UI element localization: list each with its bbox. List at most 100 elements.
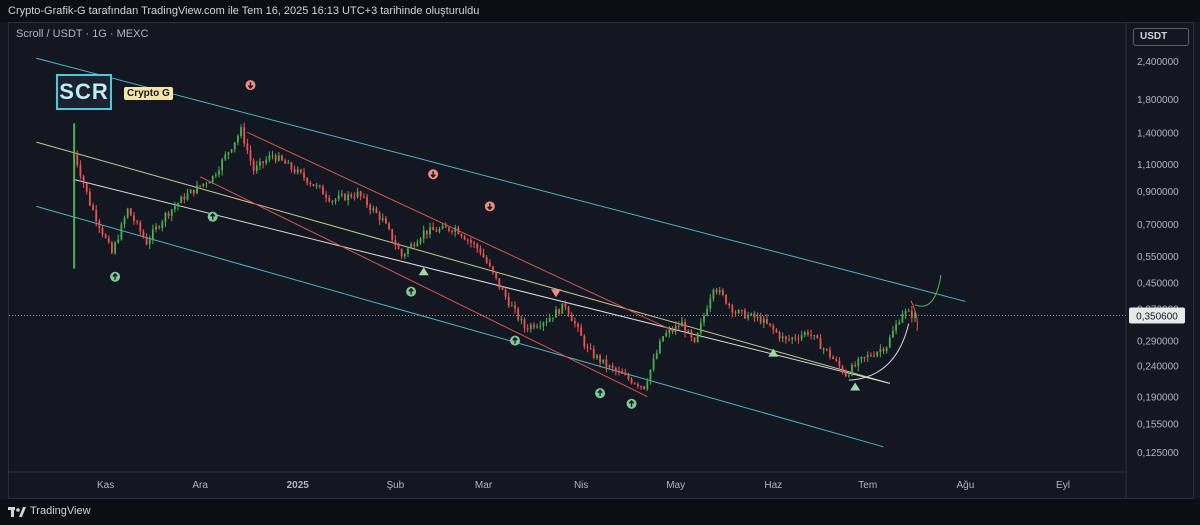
candle-body xyxy=(533,324,535,328)
candle-body xyxy=(114,242,116,254)
candle-body xyxy=(778,332,781,339)
candle-body xyxy=(482,253,485,258)
candle-body xyxy=(488,262,491,267)
candle-body xyxy=(422,230,425,239)
trendline-wedge-upper[interactable] xyxy=(247,131,676,333)
candle-body xyxy=(731,305,734,313)
candle-body xyxy=(271,155,274,157)
candle-body xyxy=(599,355,601,363)
candle-body xyxy=(463,236,466,240)
candle-body xyxy=(665,332,668,337)
candle-body xyxy=(164,213,167,222)
symbol-info: Scroll / USDT · 1G · MEXC xyxy=(16,28,149,40)
candle-body xyxy=(545,321,548,323)
candle-body xyxy=(180,196,183,204)
candle-body xyxy=(879,348,882,353)
sell-signal-icon[interactable] xyxy=(245,80,256,91)
candle-body xyxy=(454,227,457,232)
candle-body xyxy=(901,313,904,323)
tradingview-brand[interactable]: TradingView xyxy=(30,505,91,517)
candle-body xyxy=(397,245,400,250)
candle-body xyxy=(299,169,302,173)
candle-body xyxy=(907,310,910,312)
currency-selector[interactable]: USDT xyxy=(1133,28,1189,46)
candle-body xyxy=(548,317,551,322)
candle-body xyxy=(857,359,860,367)
buy-signal-icon[interactable] xyxy=(207,211,218,222)
candle-body xyxy=(350,194,353,198)
candle-body xyxy=(677,325,680,327)
candle-body xyxy=(328,197,331,202)
candle-body xyxy=(655,352,658,359)
candle-body xyxy=(718,289,721,293)
sell-signal-icon[interactable] xyxy=(428,169,439,180)
candle-body xyxy=(419,238,422,243)
candle-body xyxy=(551,317,554,319)
candle-body xyxy=(208,181,211,184)
candle-body xyxy=(561,303,564,314)
y-tick-label: 0,125000 xyxy=(1137,448,1179,459)
trendline-channel-mid[interactable] xyxy=(36,141,890,384)
trendline-wedge-lower[interactable] xyxy=(199,176,648,398)
candle-body xyxy=(756,316,759,318)
chart-area[interactable] xyxy=(8,22,1194,499)
candle-body xyxy=(155,226,157,230)
candle-body xyxy=(407,248,409,255)
candle-body xyxy=(347,194,350,201)
candle-body xyxy=(255,165,258,172)
candle-body xyxy=(236,136,239,143)
tradingview-logo-icon[interactable] xyxy=(8,505,26,519)
candle-body xyxy=(775,329,778,333)
y-tick-label: 0,450000 xyxy=(1137,279,1179,290)
candle-body xyxy=(495,272,498,279)
trendline-channel-upper[interactable] xyxy=(36,57,966,302)
candle-body xyxy=(898,322,901,325)
candle-body xyxy=(202,183,205,186)
trendline-channel-lower[interactable] xyxy=(36,205,884,448)
trendline-channel-mid-2[interactable] xyxy=(74,179,890,384)
candle-body xyxy=(230,149,233,153)
candle-body xyxy=(829,349,831,357)
candle-body xyxy=(636,383,639,387)
candle-body xyxy=(507,296,510,306)
buy-signal-icon[interactable] xyxy=(510,335,521,346)
candle-body xyxy=(564,303,567,308)
y-tick-label: 0,900000 xyxy=(1137,187,1179,198)
candle-body xyxy=(192,189,195,194)
candle-body xyxy=(542,322,545,326)
buy-signal-icon[interactable] xyxy=(595,388,606,399)
candle-body xyxy=(772,325,775,330)
candle-body xyxy=(633,383,636,385)
candle-body xyxy=(199,185,202,187)
candle-body xyxy=(807,332,809,335)
caption-bar: Crypto-Grafik-G tarafından TradingView.c… xyxy=(0,0,1200,22)
candle-body xyxy=(259,161,261,166)
buy-signal-icon[interactable] xyxy=(110,271,121,282)
rounding-bottom-curve xyxy=(848,323,910,381)
candle-body xyxy=(854,365,857,367)
candle-body xyxy=(117,239,120,243)
current-price-box xyxy=(1129,307,1185,324)
candle-body xyxy=(643,386,646,390)
candle-body xyxy=(715,289,718,293)
sell-signal-icon[interactable] xyxy=(484,201,495,212)
candle-body xyxy=(614,367,617,371)
candle-body xyxy=(492,266,494,273)
candle-body xyxy=(800,335,803,339)
candle-body xyxy=(740,310,743,312)
candle-body xyxy=(174,206,176,210)
candle-body xyxy=(523,319,526,329)
candle-body xyxy=(189,189,192,194)
candle-body xyxy=(788,339,790,341)
candle-body xyxy=(838,360,841,367)
buy-signal-icon[interactable] xyxy=(626,398,637,409)
candle-body xyxy=(303,172,305,178)
candle-body xyxy=(240,127,242,137)
buy-signal-icon[interactable] xyxy=(406,286,417,297)
candle-body xyxy=(356,191,359,198)
candle-body xyxy=(205,183,208,185)
candle-body xyxy=(841,366,844,373)
candle-body xyxy=(681,321,683,327)
candle-body xyxy=(520,319,523,321)
